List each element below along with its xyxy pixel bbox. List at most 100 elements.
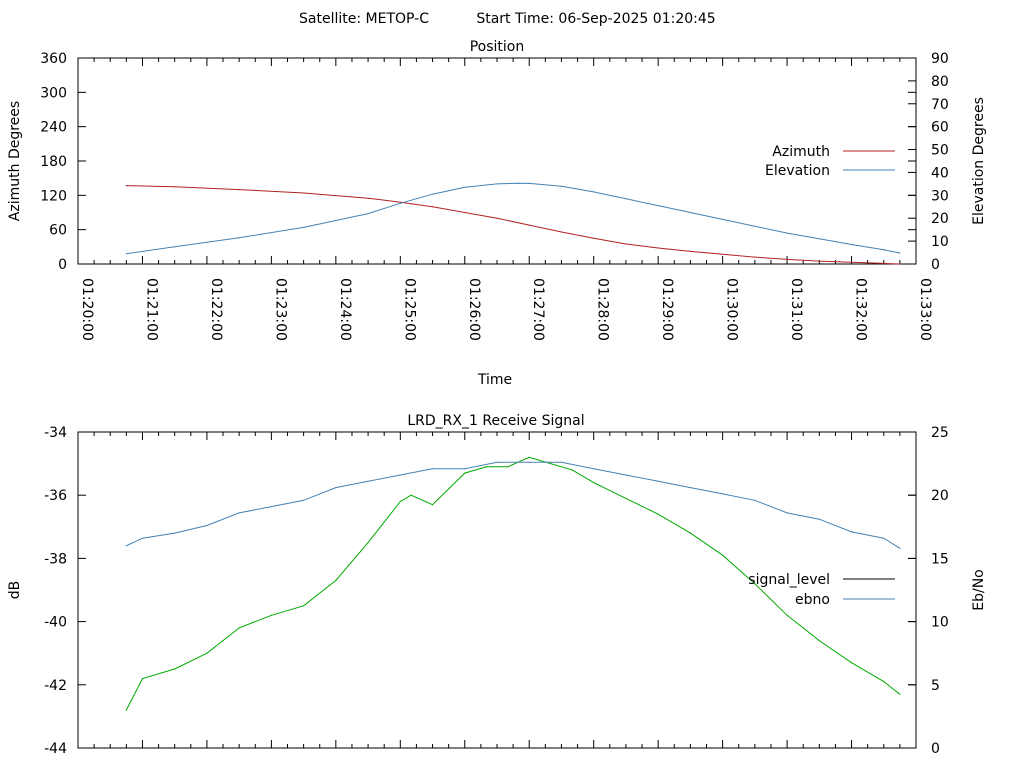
data-point bbox=[528, 182, 530, 184]
y-tick-label: 0 bbox=[58, 257, 67, 273]
y2-tick-label: 90 bbox=[931, 51, 949, 67]
data-point bbox=[507, 466, 509, 468]
data-point bbox=[593, 468, 595, 470]
data-point bbox=[528, 456, 530, 458]
series-line-elevation bbox=[126, 182, 900, 255]
y2-tick-label: 0 bbox=[931, 257, 940, 273]
y2-tick-label: 30 bbox=[931, 188, 949, 204]
data-point bbox=[464, 468, 466, 470]
data-point bbox=[270, 614, 272, 616]
data-point bbox=[593, 237, 595, 239]
data-point bbox=[517, 182, 520, 184]
data-point bbox=[722, 493, 724, 495]
data-point bbox=[174, 246, 176, 248]
data-point bbox=[335, 487, 337, 489]
data-point bbox=[722, 253, 724, 255]
data-point bbox=[174, 532, 176, 534]
data-point bbox=[625, 243, 627, 245]
signal-y2-ticks: 0 5 10 15 20 25 bbox=[908, 425, 949, 757]
y2-tick-label: 60 bbox=[931, 120, 949, 136]
data-point bbox=[689, 487, 692, 489]
data-point bbox=[206, 652, 208, 654]
data-point bbox=[850, 531, 853, 533]
y2-tick-label: 80 bbox=[931, 74, 949, 90]
position-y-ticks: 0 60 120 180 240 300 360 bbox=[40, 51, 916, 273]
y-tick-label: 120 bbox=[40, 188, 67, 204]
y-tick-label: 360 bbox=[40, 51, 67, 67]
data-point bbox=[464, 211, 466, 214]
y-tick-label: 180 bbox=[40, 154, 67, 170]
data-point bbox=[786, 614, 788, 616]
data-point bbox=[303, 605, 305, 607]
data-point bbox=[560, 185, 563, 187]
data-point bbox=[625, 474, 627, 476]
data-point bbox=[722, 554, 724, 556]
data-point bbox=[141, 537, 144, 539]
position-x-axis-label: Time bbox=[477, 372, 512, 388]
data-point bbox=[550, 463, 552, 465]
data-point bbox=[571, 469, 573, 471]
signal-plot-frame bbox=[77, 431, 917, 749]
data-point bbox=[657, 513, 659, 515]
position-y2-axis-label: Elevation Degrees bbox=[971, 97, 987, 225]
data-point bbox=[125, 545, 127, 547]
data-point bbox=[464, 472, 466, 474]
signal-chart: LRD_RX_1 Receive Signal dB Eb/No -44-42-… bbox=[7, 413, 987, 757]
data-point bbox=[883, 537, 885, 539]
x-tick-label: 01:23:00 bbox=[272, 278, 288, 341]
data-point bbox=[206, 524, 208, 527]
data-point bbox=[367, 197, 369, 199]
data-point bbox=[431, 504, 434, 506]
position-x-ticks: 01:20:00 01:21:00 01:22:00 01:23:00 01:24:00… bbox=[77, 58, 933, 341]
data-point bbox=[689, 211, 692, 214]
data-point bbox=[899, 547, 901, 549]
data-point bbox=[238, 627, 240, 629]
y-tick-label: 300 bbox=[40, 85, 67, 101]
x-tick-label: 01:32:00 bbox=[853, 278, 869, 341]
data-point bbox=[850, 662, 853, 664]
y2-tick-label: 20 bbox=[931, 211, 949, 227]
data-point bbox=[560, 461, 563, 463]
signal-series bbox=[125, 456, 901, 711]
data-point bbox=[141, 677, 144, 680]
data-point bbox=[899, 693, 901, 695]
series-line-azimuth bbox=[126, 185, 900, 265]
data-point bbox=[399, 201, 401, 203]
y2-tick-label: 70 bbox=[931, 97, 949, 113]
position-plot-frame bbox=[77, 57, 917, 265]
y-tick-label: -44 bbox=[44, 741, 67, 757]
signal-chart-title: LRD_RX_1 Receive Signal bbox=[407, 413, 584, 429]
data-point bbox=[818, 260, 820, 262]
position-series bbox=[125, 182, 901, 265]
y-tick-label: -36 bbox=[44, 488, 67, 504]
data-point bbox=[125, 709, 127, 711]
y-tick-label: 240 bbox=[40, 120, 67, 136]
data-point bbox=[238, 189, 240, 191]
position-y-axis-label: Azimuth Degrees bbox=[7, 101, 23, 221]
data-point bbox=[431, 193, 434, 195]
y2-tick-label: 5 bbox=[931, 678, 940, 694]
x-tick-label: 01:25:00 bbox=[401, 278, 417, 341]
data-point bbox=[496, 217, 498, 219]
x-tick-label: 01:33:00 bbox=[917, 278, 933, 341]
signal-y2-axis-label: Eb/No bbox=[971, 569, 987, 611]
data-point bbox=[222, 640, 224, 642]
position-chart: Position Azimuth Degrees Elevation Degre… bbox=[7, 39, 987, 388]
data-point bbox=[174, 668, 176, 670]
data-point bbox=[657, 205, 659, 207]
y-tick-label: -34 bbox=[44, 425, 67, 441]
data-point bbox=[367, 542, 369, 544]
start-time-label: Start Time: 06-Sep-2025 01:20:45 bbox=[476, 11, 715, 27]
data-point bbox=[410, 494, 412, 496]
data-point bbox=[883, 249, 885, 251]
x-tick-label: 01:20:00 bbox=[79, 278, 95, 341]
data-point bbox=[754, 256, 756, 258]
data-point bbox=[367, 480, 369, 482]
data-point bbox=[174, 186, 176, 188]
data-point bbox=[560, 231, 563, 233]
x-tick-label: 01:21:00 bbox=[143, 278, 159, 341]
x-tick-label: 01:26:00 bbox=[466, 278, 482, 341]
data-point bbox=[625, 497, 627, 499]
data-point bbox=[528, 224, 530, 226]
